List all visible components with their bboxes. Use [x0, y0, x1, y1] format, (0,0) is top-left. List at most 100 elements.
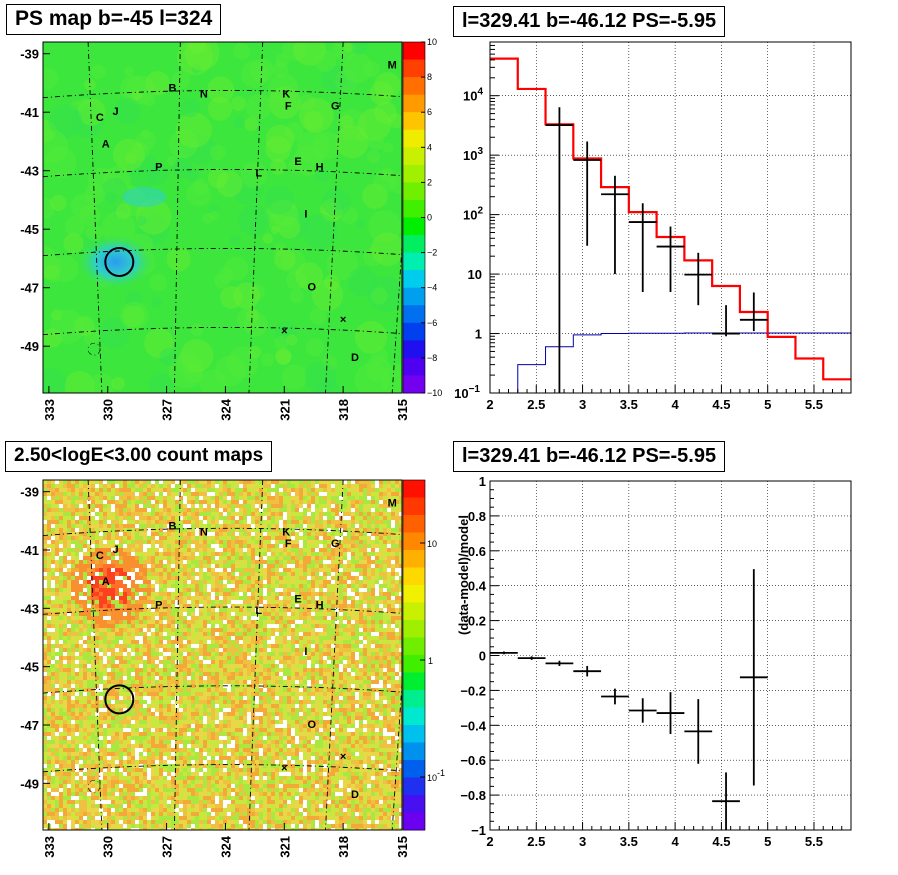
map-pixel [175, 580, 179, 584]
map-pixel [123, 504, 127, 508]
map-pixel [383, 564, 387, 568]
map-pixel [235, 580, 239, 584]
map-pixel [359, 596, 363, 600]
map-pixel [283, 644, 287, 648]
map-pixel [207, 508, 211, 512]
map-pixel [375, 664, 379, 668]
map-pixel [47, 496, 51, 500]
map-patch [260, 353, 275, 367]
map-pixel [359, 480, 363, 484]
map-pixel [199, 496, 203, 500]
map-pixel [287, 648, 291, 652]
map-pixel [219, 676, 223, 680]
map-pixel [51, 640, 55, 644]
map-pixel [395, 684, 399, 688]
map-pixel [251, 680, 255, 684]
map-pixel [279, 656, 283, 660]
map-pixel [371, 680, 375, 684]
map-pixel [131, 524, 135, 528]
map-pixel [171, 480, 175, 484]
map-pixel [83, 620, 87, 624]
map-pixel [139, 592, 143, 596]
map-pixel [371, 664, 375, 668]
map-pixel [59, 532, 63, 536]
map-pixel [75, 520, 79, 524]
map-pixel [115, 512, 119, 516]
map-pixel [135, 528, 139, 532]
map-pixel [179, 556, 183, 560]
map-pixel [191, 532, 195, 536]
map-pixel [175, 516, 179, 520]
map-pixel [171, 568, 175, 572]
map-pixel [159, 684, 163, 688]
map-pixel [147, 488, 151, 492]
map-pixel [135, 588, 139, 592]
map-pixel [63, 596, 67, 600]
map-pixel [339, 600, 343, 604]
map-pixel [251, 660, 255, 664]
map-pixel [219, 500, 223, 504]
map-pixel [71, 644, 75, 648]
map-pixel [195, 592, 199, 596]
map-pixel [243, 480, 247, 484]
map-patch [270, 158, 287, 175]
map-pixel [331, 628, 335, 632]
map-pixel [115, 536, 119, 540]
map-pixel [143, 508, 147, 512]
map-pixel [87, 688, 91, 692]
map-pixel [99, 532, 103, 536]
map-pixel [115, 648, 119, 652]
map-pixel [191, 664, 195, 668]
map-pixel [147, 588, 151, 592]
map-pixel [131, 664, 135, 668]
map-pixel [179, 592, 183, 596]
map-pixel [371, 560, 375, 564]
map-pixel [299, 624, 303, 628]
map-pixel [43, 596, 47, 600]
map-pixel [91, 516, 95, 520]
map-pixel [47, 600, 51, 604]
map-pixel [147, 540, 151, 544]
map-pixel [235, 480, 239, 484]
map-pixel [315, 576, 319, 580]
map-pixel [335, 568, 339, 572]
map-pixel [175, 500, 179, 504]
map-pixel [159, 668, 163, 672]
map-pixel [267, 512, 271, 516]
map-pixel [347, 532, 351, 536]
map-pixel [235, 508, 239, 512]
map-pixel [207, 524, 211, 528]
map-pixel [271, 584, 275, 588]
map-pixel [47, 560, 51, 564]
map-pixel [327, 676, 331, 680]
map-pixel [103, 480, 107, 484]
map-pixel [55, 656, 59, 660]
map-pixel [395, 492, 399, 496]
map-pixel [103, 552, 107, 556]
map-pixel [223, 512, 227, 516]
map-pixel [79, 544, 83, 548]
map-pixel [335, 576, 339, 580]
map-pixel [59, 480, 63, 484]
map-pixel [263, 560, 267, 564]
map-pixel [363, 548, 367, 552]
map-patch [120, 75, 147, 102]
map-pixel [147, 628, 151, 632]
map-pixel [219, 628, 223, 632]
map-pixel [303, 592, 307, 596]
map-pixel [307, 520, 311, 524]
map-pixel [375, 616, 379, 620]
map-pixel [335, 664, 339, 668]
map-patch [184, 42, 220, 71]
map-pixel [183, 660, 187, 664]
map-pixel [367, 604, 371, 608]
map-pixel [251, 624, 255, 628]
map-pixel [363, 544, 367, 548]
map-pixel [131, 688, 135, 692]
map-pixel [363, 676, 367, 680]
map-pixel [215, 624, 219, 628]
map-pixel [183, 484, 187, 488]
map-pixel [175, 600, 179, 604]
map-pixel [235, 488, 239, 492]
map-pixel [391, 660, 395, 664]
